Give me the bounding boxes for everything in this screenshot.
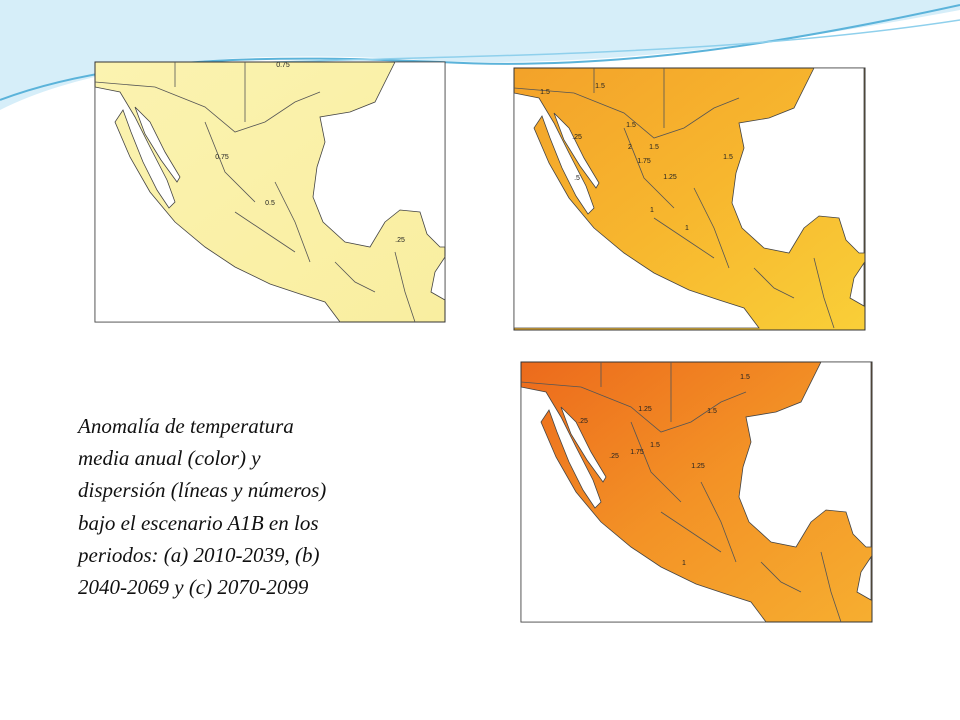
contour-label: 1.5 xyxy=(649,144,659,151)
contour-label: 1.5 xyxy=(626,122,636,129)
contour-label: 1.5 xyxy=(595,83,605,90)
caption-line: periodos: (a) 2010-2039, (b) xyxy=(76,543,319,567)
contour-label: 2 xyxy=(628,144,632,151)
caption-line: Anomalía de temperatura xyxy=(76,414,294,438)
map-a: 0.75 0.75 0.5 .25 xyxy=(94,61,446,323)
caption: Anomalía de temperatura media anual (col… xyxy=(76,414,326,599)
contour-label: 1.75 xyxy=(630,449,644,456)
contour-label: .25 xyxy=(609,453,619,460)
map-b: 1.5 1.5 .25 1.5 2 1.5 1.75 1.5 1.25 .5 1… xyxy=(513,67,866,331)
contour-label: 1.5 xyxy=(723,154,733,161)
contour-label: .25 xyxy=(395,237,405,244)
contour-label: 1.25 xyxy=(691,463,705,470)
contour-label: 1.25 xyxy=(638,406,652,413)
contour-label: 1.75 xyxy=(637,158,651,165)
contour-label: 0.75 xyxy=(276,62,290,69)
contour-label: 0.75 xyxy=(215,154,229,161)
contour-label: 1.25 xyxy=(663,174,677,181)
caption-line: media anual (color) y xyxy=(78,446,261,470)
caption-line: dispersión (líneas y números) xyxy=(78,478,326,502)
contour-label: 1 xyxy=(685,225,689,232)
contour-label: 1.5 xyxy=(707,408,717,415)
contour-label: 1 xyxy=(682,560,686,567)
header-line xyxy=(199,19,960,66)
contour-label: 1.5 xyxy=(540,89,550,96)
contour-label: .25 xyxy=(572,134,582,141)
contour-label: .25 xyxy=(578,418,588,425)
map-c: 1.5 .25 1.25 1.5 .25 1.5 1.75 1.25 1 xyxy=(520,361,873,623)
contour-label: 1.5 xyxy=(650,442,660,449)
contour-label: .5 xyxy=(574,175,580,182)
caption-line: bajo el escenario A1B en los xyxy=(78,511,319,535)
header-wave xyxy=(0,0,960,110)
caption-line: 2040-2069 y (c) 2070-2099 xyxy=(78,575,309,599)
contour-label: 1 xyxy=(650,207,654,214)
contour-label: 0.5 xyxy=(265,200,275,207)
contour-label: 1.5 xyxy=(740,374,750,381)
